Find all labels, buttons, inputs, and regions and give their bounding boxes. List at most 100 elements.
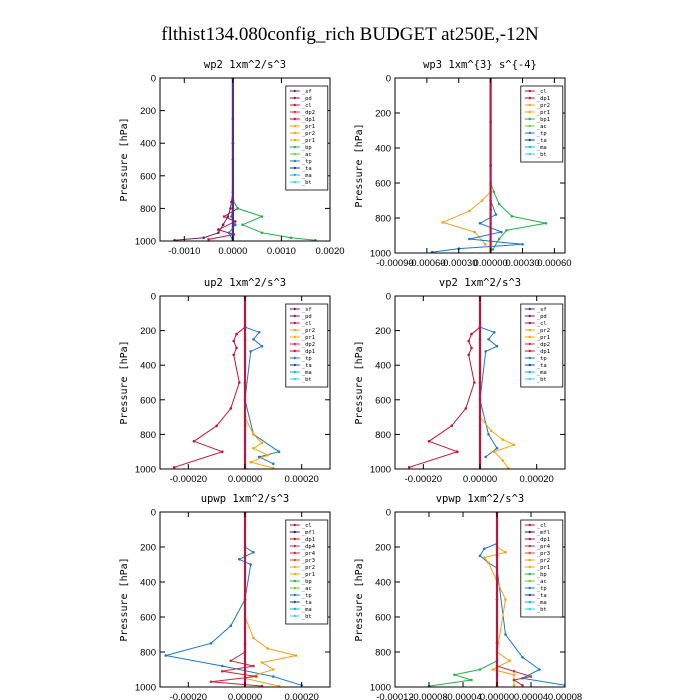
data-point_tp bbox=[257, 331, 261, 334]
data-point_dp1 bbox=[427, 440, 431, 443]
data-point_bp bbox=[478, 668, 482, 671]
legend-entry: _pr2 bbox=[302, 328, 315, 334]
data-point_tp bbox=[484, 350, 488, 353]
data-point_pr1 bbox=[507, 466, 510, 469]
data-point_cl bbox=[489, 120, 492, 124]
y-axis-label: Pressure [hPa] bbox=[119, 557, 130, 641]
legend-marker bbox=[293, 600, 296, 604]
data-point_pr2 bbox=[277, 684, 281, 687]
x-tick-label: 0.0000 bbox=[218, 246, 247, 257]
data-point_pr2 bbox=[484, 243, 487, 246]
legend-box bbox=[285, 519, 329, 625]
x-tick-label: -0.00030 bbox=[440, 258, 478, 269]
legend-entry: _pr3 bbox=[302, 558, 315, 564]
series-line_pr2 bbox=[441, 78, 492, 245]
data-point_pr4 bbox=[252, 664, 255, 668]
series-group bbox=[427, 512, 565, 687]
legend-marker bbox=[528, 328, 531, 332]
legend-marker bbox=[293, 586, 296, 590]
data-point_bp1 bbox=[497, 202, 501, 206]
data-point_cl bbox=[243, 381, 247, 384]
data-point_pr1 bbox=[492, 450, 496, 454]
y-tick-label: 200 bbox=[375, 109, 391, 120]
legend-marker bbox=[528, 593, 531, 597]
data-point_cl bbox=[495, 554, 499, 558]
data-point_pr1 bbox=[490, 429, 493, 433]
legend-marker bbox=[293, 131, 296, 135]
data-point_dp1 bbox=[221, 450, 224, 454]
legend-entry: _dp1 bbox=[537, 96, 550, 102]
legend-entry: _tp bbox=[537, 356, 547, 362]
data-point_pr4 bbox=[512, 678, 516, 682]
legend-marker bbox=[293, 166, 296, 170]
legend-entry: _pr4 bbox=[302, 551, 316, 557]
y-tick-label: 400 bbox=[140, 578, 156, 589]
data-point_pr4 bbox=[260, 684, 264, 687]
legend-marker bbox=[293, 96, 296, 100]
series-line_tp bbox=[479, 296, 498, 458]
data-point_sf bbox=[231, 117, 235, 121]
series-group bbox=[430, 78, 548, 253]
y-tick-label: 1000 bbox=[370, 683, 391, 694]
data-point_cl bbox=[222, 215, 226, 218]
legend-entry: _mfl bbox=[537, 530, 550, 536]
data-point_cl bbox=[243, 554, 247, 558]
legend-entry: _pr3 bbox=[537, 551, 550, 557]
data-point_dp1 bbox=[232, 339, 235, 343]
series-group bbox=[173, 78, 317, 241]
data-point_pr2 bbox=[272, 668, 275, 671]
legend-marker bbox=[528, 377, 531, 381]
data-point_pr1 bbox=[272, 466, 275, 469]
legend-marker bbox=[293, 363, 296, 367]
legend-marker bbox=[293, 342, 296, 346]
data-point_bp1 bbox=[505, 229, 508, 232]
data-point_cl bbox=[489, 208, 492, 211]
data-point_dp1 bbox=[407, 466, 411, 469]
legend-marker bbox=[293, 607, 296, 611]
legend-marker bbox=[528, 530, 531, 534]
y-tick-label: 400 bbox=[140, 361, 156, 372]
legend-entry: _ac bbox=[537, 124, 547, 130]
data-point_pr1 bbox=[512, 443, 516, 447]
legend-box bbox=[520, 85, 564, 163]
y-tick-label: 800 bbox=[140, 430, 156, 441]
series-line_tp bbox=[165, 512, 302, 686]
y-tick-label: 0 bbox=[151, 508, 156, 519]
data-point_pr4 bbox=[254, 675, 258, 678]
data-point_cl bbox=[495, 642, 499, 645]
panel-title: vpwp 1xm^2/s^3 bbox=[436, 493, 525, 505]
y-tick-label: 600 bbox=[140, 171, 156, 182]
legend-marker bbox=[528, 96, 531, 100]
data-point_sf bbox=[231, 158, 235, 161]
x-tick-label: 0.0020 bbox=[315, 246, 344, 257]
legend-marker bbox=[293, 537, 296, 541]
data-point_pr2 bbox=[252, 636, 255, 640]
y-axis-label: Pressure [hPa] bbox=[354, 340, 365, 424]
data-point_pd bbox=[173, 238, 176, 241]
data-point_pr2 bbox=[480, 199, 484, 202]
legend-entry: _bp bbox=[537, 572, 547, 578]
legend-marker bbox=[293, 103, 296, 107]
data-point_pr4 bbox=[512, 670, 516, 673]
x-tick-label: -0.00020 bbox=[170, 692, 208, 700]
data-point_tp bbox=[249, 350, 252, 353]
legend: _cl_dp1_pr2_pr1_bp1_ac_tp_ta_ma_bt bbox=[520, 85, 564, 163]
legend-entry: _ma bbox=[537, 600, 547, 606]
legend-entry: _pr1 bbox=[302, 138, 315, 144]
data-point_tp bbox=[483, 547, 486, 551]
data-point_bp1 bbox=[497, 237, 501, 241]
legend-entry: _bt bbox=[302, 180, 312, 186]
data-point_pr2 bbox=[512, 684, 516, 687]
series-group bbox=[407, 296, 516, 469]
legend-marker bbox=[528, 600, 531, 604]
legend-box bbox=[285, 303, 329, 388]
x-tick-label: -0.0010 bbox=[168, 246, 200, 257]
data-point_dp1 bbox=[235, 346, 238, 350]
series-line_bp bbox=[428, 512, 498, 687]
series-line_tp bbox=[244, 296, 281, 465]
legend-entry: _bp1 bbox=[537, 117, 550, 123]
x-tick-label: 0.00000 bbox=[463, 474, 497, 485]
legend-marker bbox=[293, 530, 296, 534]
data-point_cl bbox=[243, 642, 247, 645]
legend-entry: _bt bbox=[537, 607, 547, 613]
